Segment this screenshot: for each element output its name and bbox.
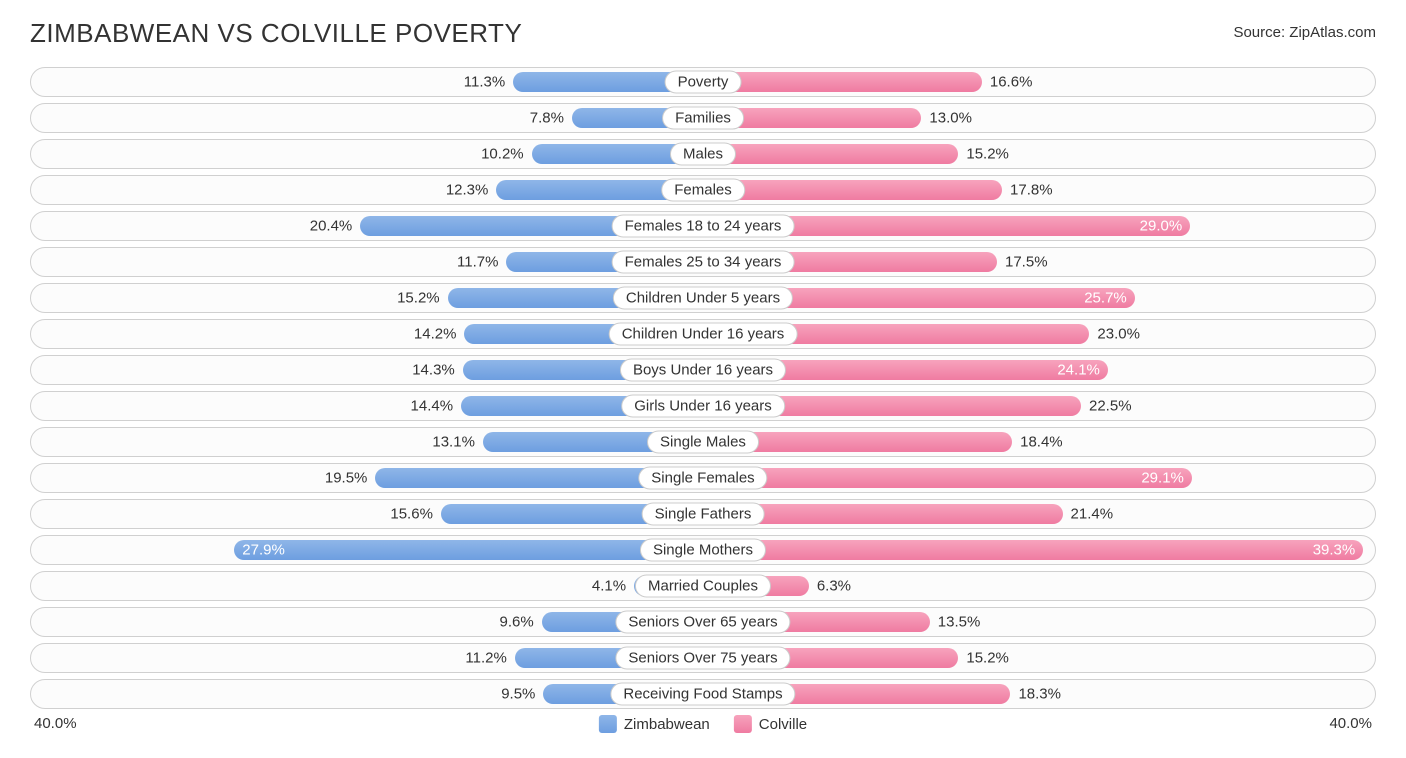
value-colville: 17.5%	[1005, 254, 1048, 271]
axis-labels: 40.0% Zimbabwean Colville 40.0%	[30, 715, 1376, 732]
chart-row: 27.9%39.3%Single Mothers	[30, 535, 1376, 565]
value-colville: 22.5%	[1089, 398, 1132, 415]
chart-row: 15.6% 21.4% Single Fathers	[30, 499, 1376, 529]
header: ZIMBABWEAN VS COLVILLE POVERTY Source: Z…	[30, 18, 1376, 49]
value-zimbabwean: 7.8%	[530, 110, 564, 127]
bar-colville	[703, 144, 958, 164]
category-label: Children Under 5 years	[613, 287, 793, 310]
value-zimbabwean: 14.3%	[412, 362, 455, 379]
value-zimbabwean: 4.1%	[592, 578, 626, 595]
chart-row: 9.6% 13.5% Seniors Over 65 years	[30, 607, 1376, 637]
chart-row: 7.8% 13.0% Families	[30, 103, 1376, 133]
bar-colville	[703, 72, 982, 92]
chart-row: 13.1% 18.4% Single Males	[30, 427, 1376, 457]
diverging-bar-chart: 11.3%16.6%Poverty7.8%13.0%Families10.2%1…	[30, 67, 1376, 709]
legend-swatch-colville	[734, 715, 752, 733]
value-zimbabwean: 11.7%	[457, 254, 498, 271]
axis-right-max: 40.0%	[1329, 715, 1372, 732]
category-label: Poverty	[665, 71, 742, 94]
chart-row: 12.3% 17.8% Females	[30, 175, 1376, 205]
value-colville: 16.6%	[990, 74, 1033, 91]
value-colville: 13.0%	[929, 110, 972, 127]
value-zimbabwean: 13.1%	[432, 434, 475, 451]
category-label: Single Males	[647, 431, 759, 454]
value-colville: 21.4%	[1071, 506, 1114, 523]
chart-row: 9.5% 18.3% Receiving Food Stamps	[30, 679, 1376, 709]
value-zimbabwean: 11.3%	[464, 74, 505, 91]
value-zimbabwean: 9.6%	[500, 614, 534, 631]
value-zimbabwean: 11.2%	[465, 650, 506, 667]
value-zimbabwean: 10.2%	[481, 146, 524, 163]
legend-swatch-zimbabwean	[599, 715, 617, 733]
chart-title: ZIMBABWEAN VS COLVILLE POVERTY	[30, 18, 522, 49]
value-colville: 13.5%	[938, 614, 981, 631]
source-attribution: Source: ZipAtlas.com	[1233, 24, 1376, 41]
value-zimbabwean: 9.5%	[501, 686, 535, 703]
chart-row: 10.2% 15.2% Males	[30, 139, 1376, 169]
category-label: Married Couples	[635, 575, 771, 598]
legend-label-colville: Colville	[759, 716, 807, 733]
value-colville: 39.3%	[703, 542, 1355, 559]
chart-row: 11.2% 15.2% Seniors Over 75 years	[30, 643, 1376, 673]
value-colville: 18.3%	[1018, 686, 1061, 703]
value-colville: 18.4%	[1020, 434, 1063, 451]
value-zimbabwean: 12.3%	[446, 182, 489, 199]
category-label: Single Mothers	[640, 539, 766, 562]
category-label: Single Fathers	[642, 503, 765, 526]
category-label: Seniors Over 75 years	[615, 647, 790, 670]
category-label: Children Under 16 years	[609, 323, 798, 346]
legend-item-colville: Colville	[734, 715, 807, 733]
legend: Zimbabwean Colville	[599, 715, 807, 733]
value-zimbabwean: 14.4%	[411, 398, 454, 415]
axis-left-max: 40.0%	[34, 715, 77, 732]
value-zimbabwean: 15.2%	[397, 290, 440, 307]
value-zimbabwean: 27.9%	[242, 542, 703, 559]
bar-colville	[703, 180, 1002, 200]
value-zimbabwean: 15.6%	[390, 506, 433, 523]
chart-row: 11.7% 17.5% Females 25 to 34 years	[30, 247, 1376, 277]
category-label: Females 18 to 24 years	[612, 215, 795, 238]
chart-row: 14.4% 22.5% Girls Under 16 years	[30, 391, 1376, 421]
category-label: Females 25 to 34 years	[612, 251, 795, 274]
chart-row: 14.2% 23.0% Children Under 16 years	[30, 319, 1376, 349]
value-colville: 17.8%	[1010, 182, 1053, 199]
value-zimbabwean: 19.5%	[325, 470, 368, 487]
category-label: Females	[661, 179, 745, 202]
category-label: Boys Under 16 years	[620, 359, 786, 382]
chart-row: 4.1% 6.3% Married Couples	[30, 571, 1376, 601]
category-label: Seniors Over 65 years	[615, 611, 790, 634]
chart-row: 19.5% 29.1%Single Females	[30, 463, 1376, 493]
value-colville: 15.2%	[966, 650, 1009, 667]
value-zimbabwean: 14.2%	[414, 326, 457, 343]
category-label: Receiving Food Stamps	[610, 683, 795, 706]
chart-row: 15.2%25.7%Children Under 5 years	[30, 283, 1376, 313]
value-colville: 6.3%	[817, 578, 851, 595]
category-label: Girls Under 16 years	[621, 395, 785, 418]
legend-item-zimbabwean: Zimbabwean	[599, 715, 710, 733]
legend-label-zimbabwean: Zimbabwean	[624, 716, 710, 733]
value-colville: 15.2%	[966, 146, 1009, 163]
chart-row: 20.4%29.0%Females 18 to 24 years	[30, 211, 1376, 241]
value-zimbabwean: 20.4%	[310, 218, 353, 235]
chart-row: 14.3%24.1%Boys Under 16 years	[30, 355, 1376, 385]
category-label: Single Females	[638, 467, 767, 490]
value-colville: 23.0%	[1097, 326, 1140, 343]
category-label: Males	[670, 143, 736, 166]
category-label: Families	[662, 107, 744, 130]
value-colville: 29.1%	[703, 470, 1184, 487]
chart-row: 11.3% 16.6% Poverty	[30, 67, 1376, 97]
